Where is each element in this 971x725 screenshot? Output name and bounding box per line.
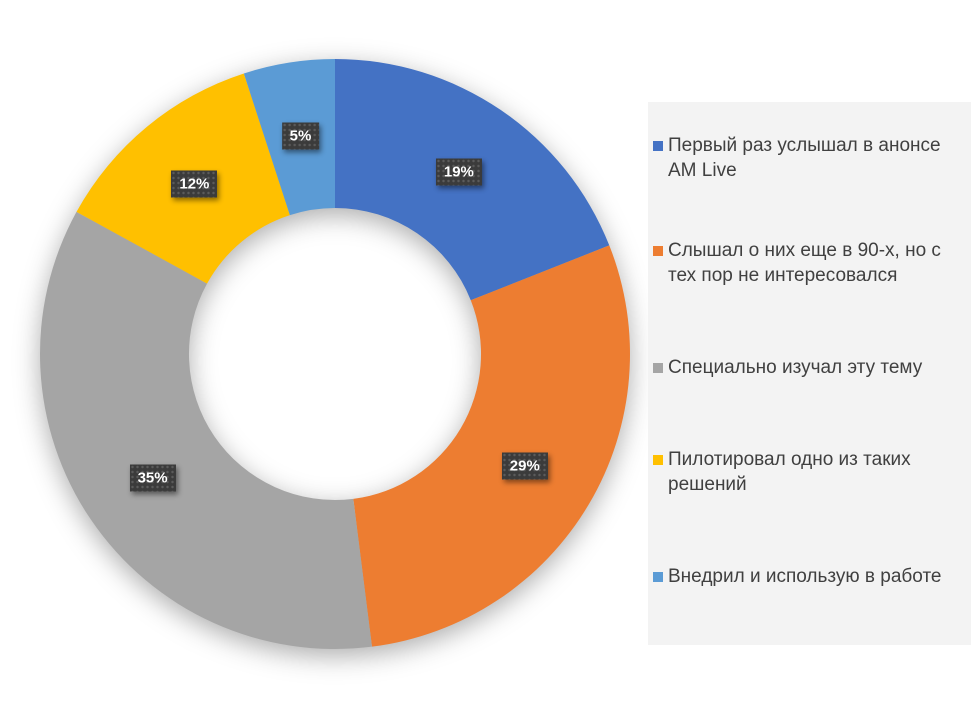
legend-label: Первый раз услышал в анонсе AM Live — [668, 135, 941, 182]
legend-swatch-4 — [653, 572, 663, 583]
legend-item: Пилотировал одно из таких решений — [653, 420, 971, 525]
chart-legend: Первый раз услышал в анонсе AM Live Слыш… — [648, 102, 971, 645]
legend-entry: Внедрил и использую в работе — [653, 564, 971, 589]
legend-entry: Слышал о них еще в 90-х, но с тех пор не… — [653, 238, 971, 288]
legend-item: Специально изучал эту тему — [653, 315, 971, 420]
legend-entry: Пилотировал одно из таких решений — [653, 447, 971, 497]
pie-slice-2 — [40, 211, 372, 649]
legend-swatch-0 — [653, 141, 663, 152]
legend-label: Специально изучал эту тему — [668, 356, 923, 378]
legend-item: Слышал о них еще в 90-х, но с тех пор не… — [653, 211, 971, 316]
legend-swatch-1 — [653, 245, 663, 256]
legend-swatch-2 — [653, 362, 663, 373]
legend-swatch-3 — [653, 455, 663, 466]
legend-item: Первый раз услышал в анонсе AM Live — [653, 106, 971, 211]
legend-entry: Первый раз услышал в анонсе AM Live — [653, 133, 971, 183]
legend-item: Внедрил и использую в работе — [653, 524, 971, 629]
pie-slice-1 — [353, 245, 630, 647]
legend-label: Пилотировал одно из таких решений — [668, 449, 911, 496]
legend-entry: Специально изучал эту тему — [653, 355, 971, 380]
legend-label: Слышал о них еще в 90-х, но с тех пор не… — [668, 239, 941, 286]
legend-label: Внедрил и использую в работе — [668, 566, 942, 588]
